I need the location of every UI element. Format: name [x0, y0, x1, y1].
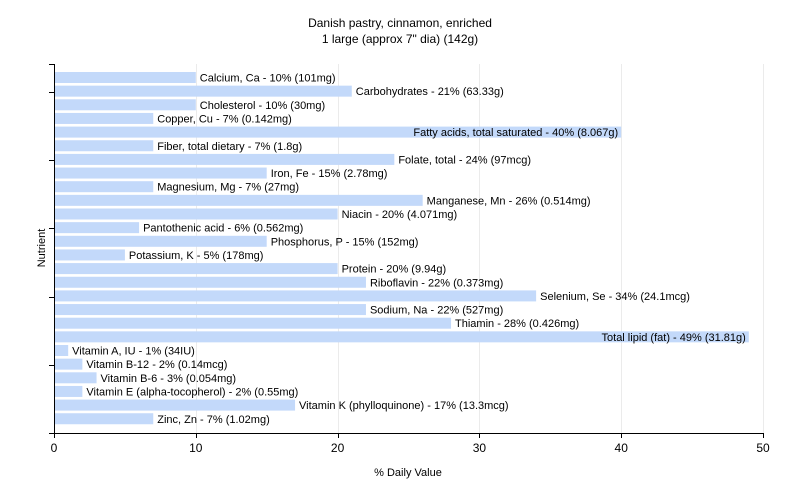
chart-title: Danish pastry, cinnamon, enriched	[308, 16, 492, 30]
bar	[55, 235, 267, 247]
bar-label: Riboflavin - 22% (0.373mg)	[370, 277, 503, 289]
bar	[55, 249, 125, 261]
bar-label: Vitamin A, IU - 1% (34IU)	[72, 346, 195, 358]
bar-label: Iron, Fe - 15% (2.78mg)	[271, 168, 388, 180]
chart-title-block: Danish pastry, cinnamon, enriched 1 larg…	[0, 15, 800, 47]
x-ticks: 0 10 20 30 40 50	[51, 433, 770, 455]
bar-label: Niacin - 20% (4.071mg)	[342, 209, 458, 221]
bar	[55, 140, 154, 152]
bar	[55, 372, 97, 384]
y-axis-title: Nutrient	[36, 229, 48, 268]
grid-lines	[196, 64, 764, 433]
bar	[55, 126, 622, 138]
bar-label: Vitamin B-12 - 2% (0.14mcg)	[86, 359, 227, 371]
bar-label: Cholesterol - 10% (30mg)	[200, 100, 325, 112]
chart-subtitle: 1 large (approx 7" dia) (142g)	[321, 32, 479, 46]
x-tick-label: 30	[473, 441, 487, 455]
bar-label: Potassium, K - 5% (178mg)	[129, 250, 264, 262]
bar	[55, 304, 366, 316]
bar	[55, 358, 83, 370]
bar	[55, 317, 452, 329]
bar-label: Phosphorus, P - 15% (152mg)	[271, 236, 419, 248]
x-tick-label: 40	[615, 441, 629, 455]
bar	[55, 181, 154, 193]
x-axis-title: % Daily Value	[374, 467, 442, 479]
bar-label: Pantothenic acid - 6% (0.562mg)	[143, 223, 303, 235]
bar-label: Manganese, Mn - 26% (0.514mg)	[427, 195, 591, 207]
bar-label: Carbohydrates - 21% (63.33g)	[356, 86, 504, 98]
bar-label: Sodium, Na - 22% (527mg)	[370, 305, 503, 317]
bar-label: Total lipid (fat) - 49% (31.81g)	[602, 332, 746, 344]
bar	[55, 153, 395, 165]
bar	[55, 194, 423, 206]
x-tick-label: 10	[189, 441, 203, 455]
bar	[55, 208, 338, 220]
bar	[55, 385, 83, 397]
bar-label: Protein - 20% (9.94g)	[342, 264, 447, 276]
bar	[55, 85, 352, 97]
bar	[55, 222, 140, 234]
bar-label: Copper, Cu - 7% (0.142mg)	[157, 113, 292, 125]
bar-label: Fiber, total dietary - 7% (1.8g)	[157, 141, 302, 153]
bar	[55, 112, 154, 124]
bar-label: Vitamin E (alpha-tocopherol) - 2% (0.55m…	[86, 386, 298, 398]
bar	[55, 263, 338, 275]
x-tick-label: 50	[756, 441, 770, 455]
bar	[55, 399, 296, 411]
bar-labels: Calcium, Ca - 10% (101mg) Carbohydrates -…	[72, 73, 746, 426]
bar	[55, 345, 69, 356]
bar-label: Fatty acids, total saturated - 40% (8.06…	[413, 127, 618, 139]
bar-label: Thiamin - 28% (0.426mg)	[455, 318, 579, 330]
bar-label: Selenium, Se - 34% (24.1mcg)	[540, 291, 690, 303]
bar-label: Calcium, Ca - 10% (101mg)	[200, 73, 336, 85]
bar	[55, 99, 196, 111]
bar-label: Vitamin K (phylloquinone) - 17% (13.3mcg…	[299, 400, 509, 412]
x-tick-label: 20	[331, 441, 345, 455]
bar	[55, 276, 366, 288]
x-tick-label: 0	[51, 441, 58, 455]
bar-label: Zinc, Zn - 7% (1.02mg)	[157, 414, 269, 426]
bar	[55, 72, 196, 83]
bar	[55, 167, 267, 179]
bar-label: Folate, total - 24% (97mcg)	[398, 154, 531, 166]
axes	[49, 64, 763, 434]
bar-label: Magnesium, Mg - 7% (27mg)	[157, 182, 299, 194]
bars	[55, 72, 749, 425]
bar	[55, 413, 154, 425]
bar-label: Vitamin B-6 - 3% (0.054mg)	[101, 373, 237, 385]
bar	[55, 331, 749, 343]
bar	[55, 290, 537, 302]
